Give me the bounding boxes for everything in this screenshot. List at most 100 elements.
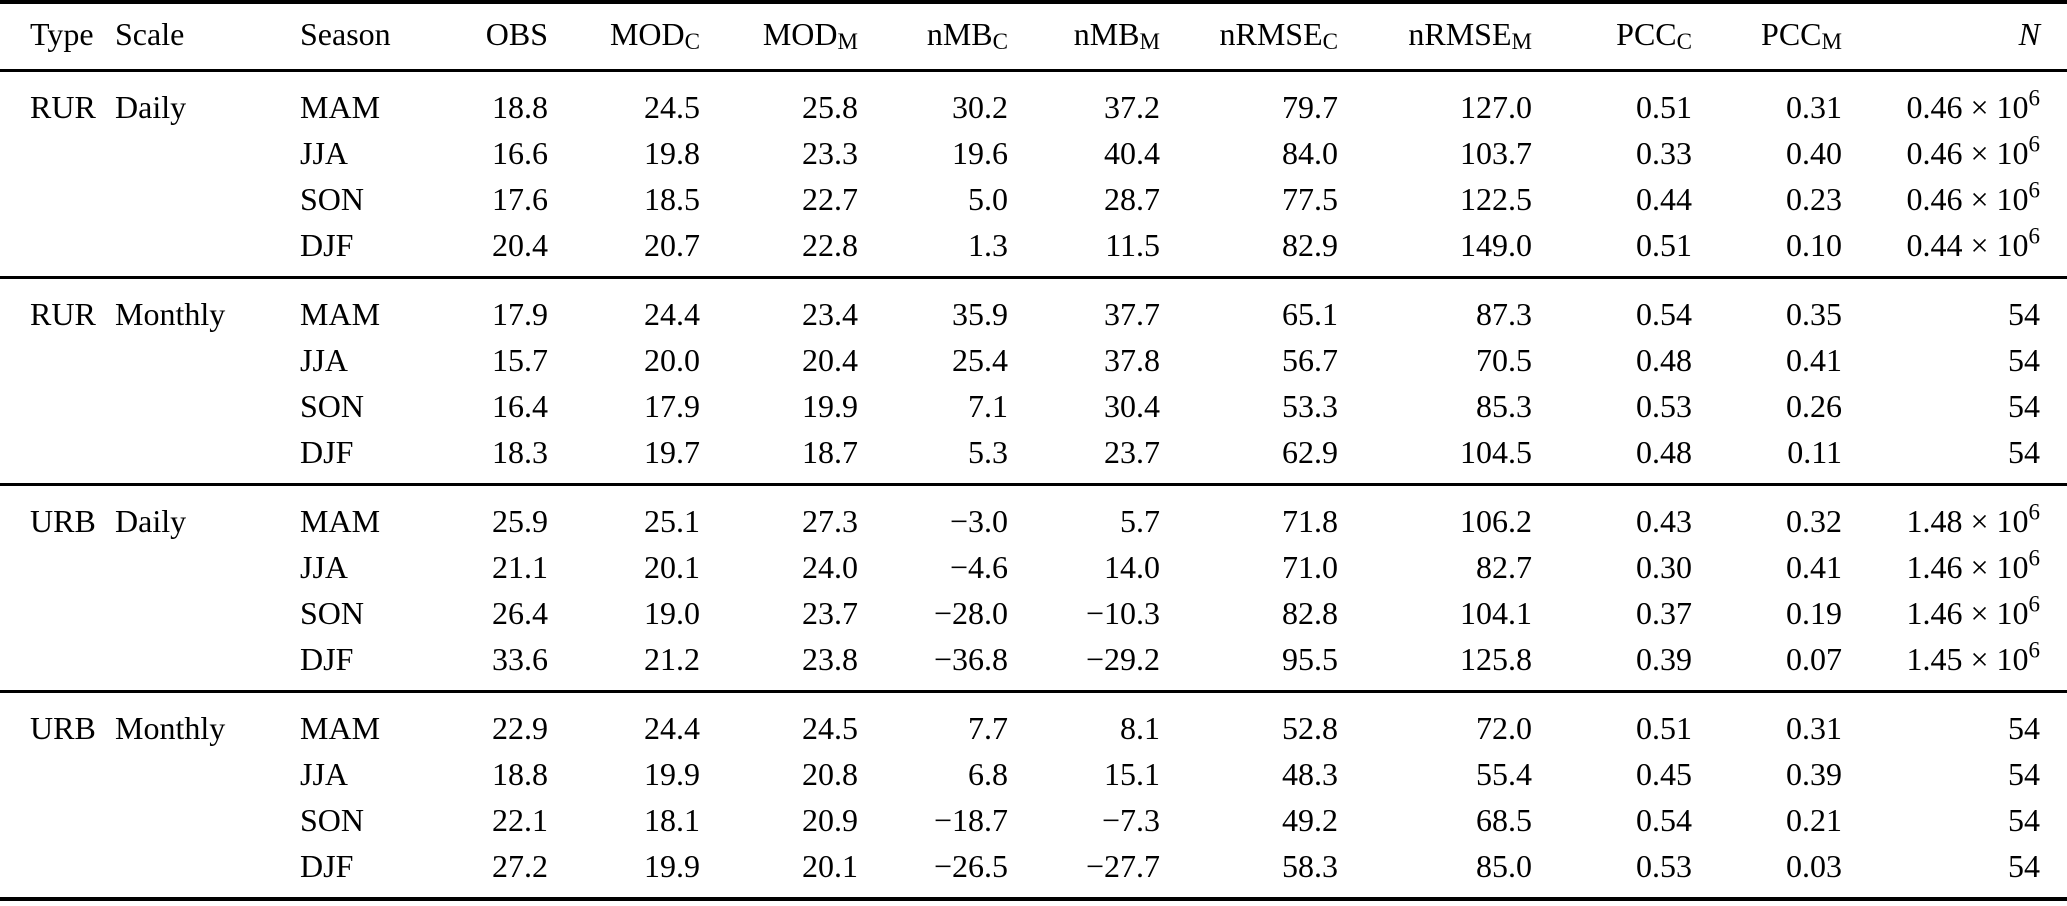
cell-type (0, 797, 115, 843)
cell-nmb_m: 11.5 (1105, 226, 1160, 263)
exponent: 6 (2028, 83, 2040, 110)
cell-mod_m: 23.4 (802, 295, 858, 332)
col-header-label: PCC (1761, 16, 1822, 52)
cell-nmb_c: 19.6 (952, 134, 1008, 171)
cell-nmb_c: 5.3 (968, 433, 1008, 470)
cell-scale (115, 797, 300, 843)
cell-mod_c: 24.5 (644, 88, 700, 125)
cell-nmb_c: −3.0 (949, 502, 1008, 539)
cell-type (0, 843, 115, 899)
cell-mod_m: 25.8 (802, 88, 858, 125)
col-header-scale: Scale (115, 2, 300, 71)
cell-pcc_c: 0.48 (1636, 433, 1692, 470)
cell-pcc_m: 0.26 (1786, 387, 1842, 424)
cell-nrmse_m: 70.5 (1476, 341, 1532, 378)
col-header-subscript: M (1821, 28, 1842, 55)
cell-mod_m: 20.8 (802, 755, 858, 792)
cell-scale (115, 636, 300, 692)
col-header-nmb_m: nMBM (1008, 2, 1160, 71)
cell-nmb_c: 35.9 (952, 295, 1008, 332)
table-row: JJA 15.7 20.0 20.4 25.4 37.8 56.7 70.5 0.48 0.41 5… (0, 337, 2067, 383)
col-header-pcc_c: PCCC (1532, 2, 1692, 71)
cell-mod_c: 19.8 (644, 134, 700, 171)
cell-nmb_c: 6.8 (968, 755, 1008, 792)
col-header-subscript: C (684, 28, 700, 55)
cell-obs: 27.2 (492, 847, 548, 884)
cell-nrmse_c: 77.5 (1282, 180, 1338, 217)
table-row: JJA 18.8 19.9 20.8 6.8 15.1 48.3 55.4 0.45 0.39 54 (0, 751, 2067, 797)
cell-mod_m: 22.8 (802, 226, 858, 263)
cell-nmb_m: 30.4 (1104, 387, 1160, 424)
cell-nmb_c: 25.4 (952, 341, 1008, 378)
cell-mod_c: 20.7 (644, 226, 700, 263)
cell-mod_m: 24.5 (802, 709, 858, 746)
cell-n: 1.48 × 106 (1906, 497, 2040, 539)
cell-mod_c: 18.1 (644, 801, 700, 838)
cell-season: DJF (300, 640, 354, 677)
cell-pcc_c: 0.54 (1636, 801, 1692, 838)
cell-season: MAM (300, 88, 381, 125)
cell-nrmse_m: 103.7 (1460, 134, 1532, 171)
cell-pcc_m: 0.41 (1786, 341, 1842, 378)
cell-nmb_c: −28.0 (933, 594, 1008, 631)
cell-nrmse_c: 65.1 (1282, 295, 1338, 332)
cell-mod_c: 19.9 (644, 755, 700, 792)
col-header-subscript: C (1676, 28, 1692, 55)
cell-obs: 15.7 (492, 341, 548, 378)
cell-nmb_c: −26.5 (933, 847, 1008, 884)
cell-n: 54 (2008, 387, 2040, 424)
cell-mod_m: 18.7 (802, 433, 858, 470)
cell-season: DJF (300, 847, 354, 884)
table-row: SON 22.1 18.1 20.9 −18.7 −7.3 49.2 68.5 0.54 0.21… (0, 797, 2067, 843)
cell-obs: 17.9 (492, 295, 548, 332)
cell-pcc_m: 0.41 (1786, 548, 1842, 585)
cell-obs: 22.1 (492, 801, 548, 838)
col-header-label: nMB (926, 16, 993, 52)
row-group-urb-daily: URB Daily MAM 25.9 25.1 27.3 −3.0 5.7 71.8 106.2 0… (0, 485, 2067, 692)
table-row: RUR Daily MAM 18.8 24.5 25.8 30.2 37.2 79.7 127.0… (0, 71, 2067, 131)
cell-obs: 18.8 (492, 88, 548, 125)
cell-nrmse_c: 48.3 (1282, 755, 1338, 792)
cell-nmb_m: 14.0 (1104, 548, 1160, 585)
cell-scale (115, 429, 300, 485)
table-row: URB Daily MAM 25.9 25.1 27.3 −3.0 5.7 71.8 106.2 0… (0, 485, 2067, 545)
cell-season: SON (300, 387, 365, 424)
table-header: Type Scale Season OBS MODC MODM nMBC nMBM nRMSEC… (0, 2, 2067, 71)
cell-nrmse_c: 52.8 (1282, 709, 1338, 746)
cell-obs: 17.6 (492, 180, 548, 217)
cell-n: 1.46 × 106 (1906, 589, 2040, 631)
cell-mod_m: 20.4 (802, 341, 858, 378)
cell-nmb_m: 37.2 (1104, 88, 1160, 125)
cell-type: URB (30, 502, 96, 539)
cell-scale (115, 590, 300, 636)
exponent: 6 (2028, 129, 2040, 156)
exponent: 6 (2028, 497, 2040, 524)
cell-scale: Daily (115, 88, 187, 125)
cell-mod_m: 23.8 (802, 640, 858, 677)
exponent: 6 (2028, 589, 2040, 616)
cell-scale (115, 337, 300, 383)
cell-nrmse_c: 82.8 (1282, 594, 1338, 631)
cell-mod_m: 20.9 (802, 801, 858, 838)
cell-n: 54 (2008, 709, 2040, 746)
col-header-label: MOD (762, 16, 838, 52)
cell-pcc_c: 0.51 (1636, 709, 1692, 746)
cell-pcc_c: 0.44 (1636, 180, 1692, 217)
col-header-nmb_c: nMBC (858, 2, 1008, 71)
cell-obs: 20.4 (492, 226, 548, 263)
cell-type (0, 130, 115, 176)
cell-nmb_c: −18.7 (933, 801, 1008, 838)
table-row: JJA 16.6 19.8 23.3 19.6 40.4 84.0 103.7 0.33 0.40… (0, 130, 2067, 176)
cell-n: 54 (2008, 295, 2040, 332)
cell-mod_m: 23.7 (802, 594, 858, 631)
cell-nrmse_m: 85.0 (1476, 847, 1532, 884)
col-header-mod_c: MODC (548, 2, 700, 71)
cell-nmb_m: −7.3 (1101, 801, 1160, 838)
cell-nrmse_m: 104.5 (1460, 433, 1532, 470)
cell-mod_c: 24.4 (644, 709, 700, 746)
col-header-label: nMB (1073, 16, 1140, 52)
cell-pcc_c: 0.45 (1636, 755, 1692, 792)
col-header-season: Season (300, 2, 445, 71)
table-row: SON 16.4 17.9 19.9 7.1 30.4 53.3 85.3 0.53 0.26 54 (0, 383, 2067, 429)
cell-season: SON (300, 180, 365, 217)
